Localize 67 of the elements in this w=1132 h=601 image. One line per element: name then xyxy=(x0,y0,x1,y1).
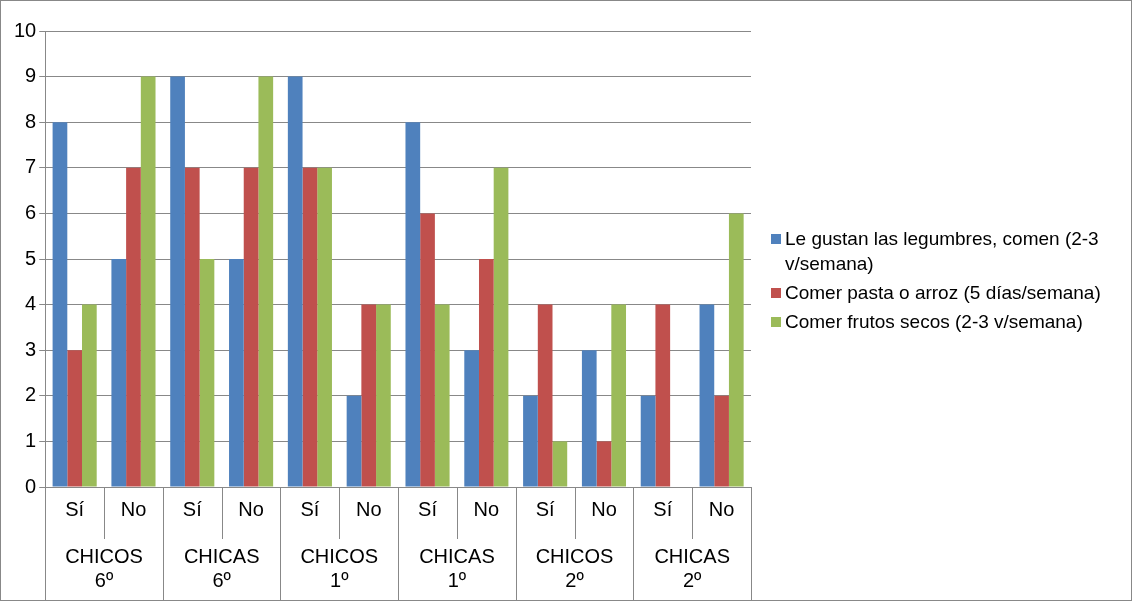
bar xyxy=(581,350,597,487)
bar xyxy=(611,304,627,487)
bar xyxy=(376,304,391,487)
y-tick-label: 2 xyxy=(25,383,37,406)
x-tick-label: Sí xyxy=(653,497,673,520)
bar xyxy=(243,167,259,487)
x-tick-label: No xyxy=(473,497,500,520)
bar xyxy=(184,167,200,487)
bar xyxy=(699,304,715,487)
bar xyxy=(361,304,377,487)
bar xyxy=(728,213,744,487)
y-tick-label: 1 xyxy=(25,428,37,451)
text: CHICAS 2º xyxy=(654,544,730,591)
bar xyxy=(170,76,185,487)
bar xyxy=(714,395,729,487)
y-tick-label: 7 xyxy=(25,155,37,178)
x-tick-label: No xyxy=(120,497,147,520)
bar xyxy=(464,350,479,487)
x-tick-label: No xyxy=(238,497,264,520)
bar xyxy=(82,304,97,487)
bar xyxy=(478,259,494,487)
x-tick-label: No xyxy=(591,497,617,520)
x-tick-label: Sí xyxy=(300,497,320,520)
bar xyxy=(596,441,612,487)
bar xyxy=(199,259,215,487)
bar xyxy=(140,76,156,487)
y-tick-label: 5 xyxy=(25,246,37,269)
y-tick-label: 10 xyxy=(14,18,37,41)
bar xyxy=(258,76,274,487)
bar xyxy=(229,259,244,487)
bar xyxy=(537,304,553,487)
legend-label: Comer frutos secos (2-3 v/semana) xyxy=(785,310,1083,334)
legend-label: Le gustan las legumbres, comen (2-3 v/semana) xyxy=(785,227,1100,276)
x-tick-label: No xyxy=(355,497,382,520)
text: CHICAS 1º xyxy=(419,544,495,591)
bar xyxy=(405,122,421,487)
x-tick-label: Sí xyxy=(418,497,438,520)
y-tick-label: 0 xyxy=(25,474,37,497)
y-tick-label: 3 xyxy=(25,337,37,360)
bar xyxy=(434,304,450,487)
x-tick-label: Sí xyxy=(535,497,556,520)
bar xyxy=(346,395,362,487)
y-tick-label: 6 xyxy=(25,200,37,223)
legend-label: Comer pasta o arroz (5 días/semana) xyxy=(785,281,1101,305)
bar xyxy=(655,304,671,487)
bar xyxy=(67,350,82,487)
x-tick-label: Sí xyxy=(65,497,85,520)
bar xyxy=(523,395,538,487)
x-tick-label: No xyxy=(708,497,735,520)
text: CHICOS 6º xyxy=(65,544,143,591)
bar xyxy=(640,395,656,487)
bar xyxy=(552,441,568,487)
y-tick-label: 4 xyxy=(25,292,37,315)
text: CHICOS 2º xyxy=(535,544,614,591)
bar xyxy=(493,167,509,487)
bar xyxy=(420,213,435,487)
y-tick-label: 9 xyxy=(25,64,37,87)
bar xyxy=(317,167,332,487)
text: CHICOS 1º xyxy=(300,544,379,591)
bar xyxy=(302,167,318,487)
bar xyxy=(111,259,127,487)
x-tick-label: Sí xyxy=(182,497,203,520)
bar xyxy=(126,167,141,487)
text: CHICAS 6º xyxy=(183,544,260,591)
bar xyxy=(287,76,303,487)
y-tick-label: 8 xyxy=(25,109,37,132)
bar xyxy=(52,122,68,487)
